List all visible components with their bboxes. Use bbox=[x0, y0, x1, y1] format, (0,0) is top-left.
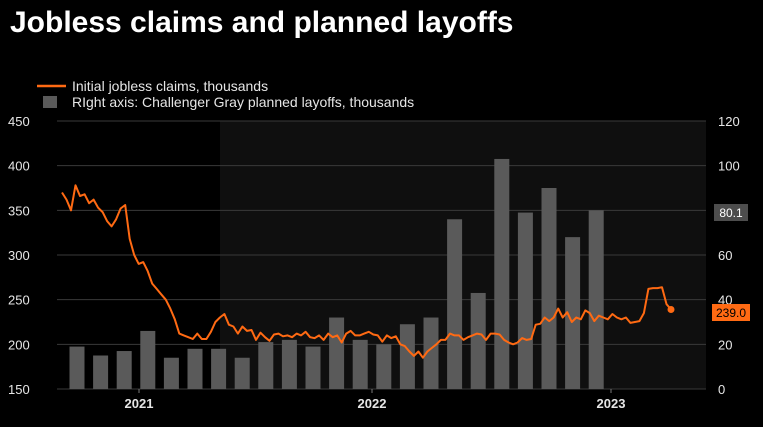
last-value-badge-bg bbox=[712, 304, 750, 321]
x-tick-label: 2021 bbox=[125, 396, 154, 411]
layoffs-bar bbox=[140, 330, 156, 389]
left-tick-label: 350 bbox=[8, 203, 30, 218]
layoffs-bar bbox=[116, 351, 132, 389]
layoffs-bar bbox=[399, 324, 415, 389]
layoffs-bar bbox=[163, 357, 179, 389]
chart-title: Jobless claims and planned layoffs bbox=[10, 6, 514, 39]
last-value-badge-text: 239.0 bbox=[716, 306, 746, 320]
last-value-badge: 239.0 bbox=[712, 304, 750, 321]
bar-series bbox=[69, 158, 604, 389]
left-tick-label: 150 bbox=[8, 382, 30, 397]
layoffs-bar bbox=[93, 355, 109, 389]
layoffs-bar bbox=[234, 357, 250, 389]
layoffs-bar bbox=[376, 344, 392, 389]
right-axis-badge-text: 80.1 bbox=[719, 206, 743, 220]
layoffs-bar bbox=[470, 292, 486, 389]
layoffs-bar bbox=[211, 348, 227, 389]
claims-last-point bbox=[667, 305, 675, 313]
layoffs-bar bbox=[423, 317, 439, 389]
layoffs-bar bbox=[588, 210, 604, 389]
left-axis: 150 200 250 300 350 400 450 bbox=[8, 114, 30, 397]
layoffs-bar bbox=[352, 339, 368, 389]
layoffs-bar bbox=[281, 339, 297, 389]
layoffs-bar bbox=[541, 188, 557, 389]
x-tick-label: 2022 bbox=[358, 396, 387, 411]
line-series bbox=[61, 184, 675, 359]
right-tick-label: 120 bbox=[718, 114, 740, 129]
layoffs-bar bbox=[69, 346, 85, 389]
layoffs-bar bbox=[494, 158, 510, 389]
layoffs-bar bbox=[565, 237, 581, 389]
layoffs-bar bbox=[447, 219, 463, 389]
legend-label-claims: Initial jobless claims, thousands bbox=[72, 78, 268, 94]
right-tick-label: 60 bbox=[718, 248, 732, 263]
left-tick-label: 200 bbox=[8, 337, 30, 352]
layoffs-bar bbox=[517, 212, 533, 389]
right-axis-badge-bg bbox=[714, 204, 748, 221]
right-tick-label: 100 bbox=[718, 159, 740, 174]
left-tick-label: 250 bbox=[8, 293, 30, 308]
layoffs-bar bbox=[329, 317, 345, 389]
right-tick-label: 20 bbox=[718, 337, 732, 352]
right-tick-label: 40 bbox=[718, 293, 732, 308]
right-axis-label-badge: 80.1 bbox=[714, 204, 748, 221]
legend: Initial jobless claims, thousands RIght … bbox=[37, 78, 414, 110]
left-tick-label: 300 bbox=[8, 248, 30, 263]
left-tick-label: 450 bbox=[8, 114, 30, 129]
legend-bar-swatch bbox=[43, 96, 57, 108]
layoffs-bar bbox=[258, 342, 274, 389]
right-axis: 020406080100120 bbox=[718, 114, 740, 397]
x-axis: 2021 2022 2023 bbox=[125, 389, 626, 411]
right-tick-label: 0 bbox=[718, 382, 725, 397]
legend-label-layoffs: RIght axis: Challenger Gray planned layo… bbox=[72, 94, 414, 110]
x-tick-label: 2023 bbox=[597, 396, 626, 411]
left-tick-label: 400 bbox=[8, 159, 30, 174]
layoffs-bar bbox=[187, 348, 203, 389]
layoffs-bar bbox=[305, 346, 321, 389]
claims-line bbox=[61, 184, 672, 359]
